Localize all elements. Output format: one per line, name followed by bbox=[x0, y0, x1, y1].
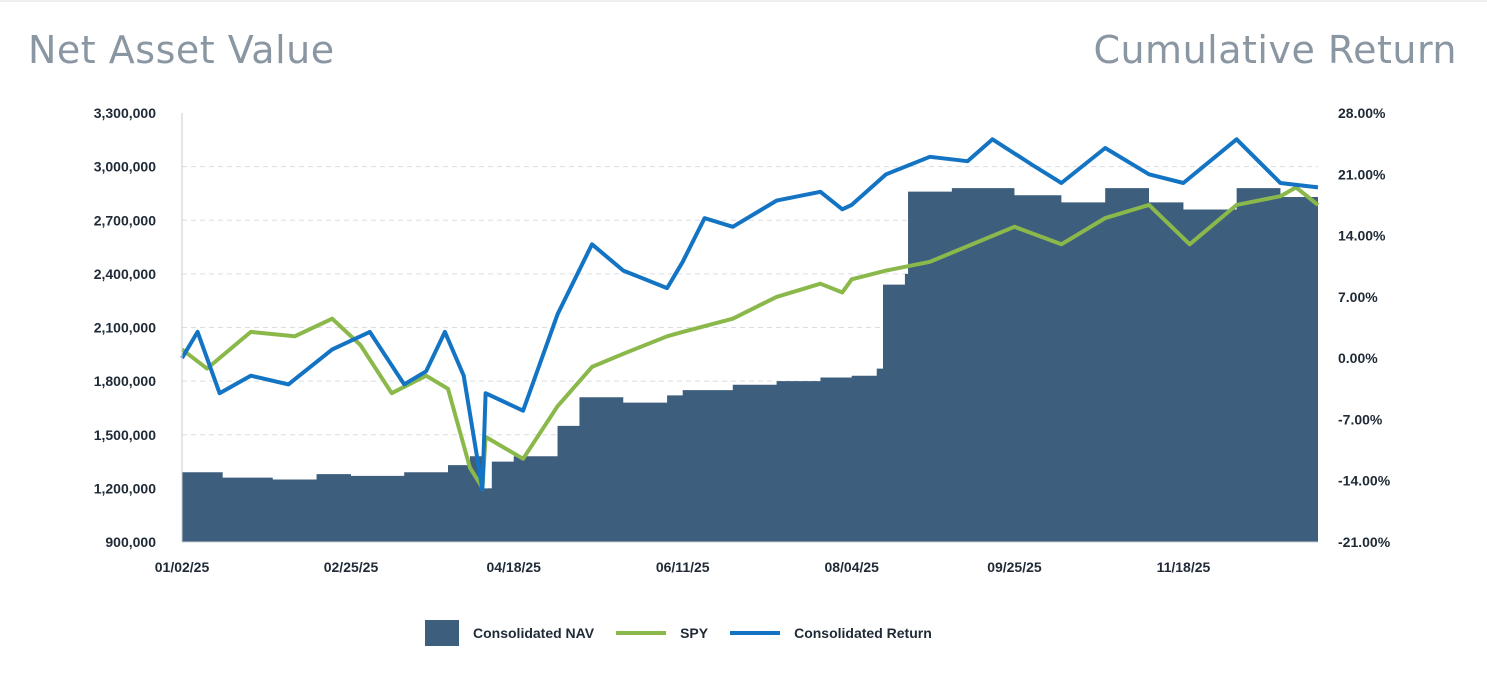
legend-swatch-return bbox=[730, 631, 781, 635]
y-left-tick-label: 3,300,000 bbox=[94, 105, 156, 121]
y-right-tick-label: 28.00% bbox=[1338, 105, 1386, 121]
series-lines bbox=[180, 137, 1320, 492]
x-tick-label: 11/18/25 bbox=[1157, 559, 1211, 575]
legend-swatch-nav bbox=[425, 620, 459, 646]
x-tick-label: 08/04/25 bbox=[824, 559, 879, 575]
y-right-tick-label: -21.00% bbox=[1338, 534, 1391, 550]
legend: Consolidated NAV SPY Consolidated Return bbox=[425, 620, 954, 646]
y-left-tick-label: 2,700,000 bbox=[94, 212, 156, 228]
legend-swatch-spy bbox=[616, 631, 667, 635]
y-left-tick-label: 3,000,000 bbox=[94, 159, 156, 175]
x-tick-label: 01/02/25 bbox=[155, 559, 210, 575]
legend-label-return: Consolidated Return bbox=[794, 625, 932, 641]
right-axis-title: Cumulative Return bbox=[1093, 28, 1457, 72]
consolidated-return-line bbox=[180, 137, 1319, 492]
y-left-tick-label: 900,000 bbox=[105, 534, 156, 550]
y-left-tick-label: 2,400,000 bbox=[94, 266, 156, 282]
y-right-tick-label: 14.00% bbox=[1338, 228, 1386, 244]
y-right-tick-label: -14.00% bbox=[1338, 473, 1391, 489]
y-left-tick-label: 1,800,000 bbox=[94, 373, 156, 389]
legend-item-return: Consolidated Return bbox=[730, 625, 932, 641]
nav-area bbox=[182, 188, 1318, 542]
y-left-tick-label: 1,200,000 bbox=[94, 480, 156, 496]
y-right-tick-label: 0.00% bbox=[1338, 350, 1378, 366]
x-tick-label: 02/25/25 bbox=[324, 559, 379, 575]
y-right-tick-label: -7.00% bbox=[1338, 411, 1383, 427]
legend-label-nav: Consolidated NAV bbox=[473, 625, 595, 641]
nav-area-path bbox=[182, 188, 1318, 542]
axes: 3,300,000 3,000,000 2,700,000 2,400,000 2,10… bbox=[94, 105, 1391, 575]
nav-return-chart: 3,300,000 3,000,000 2,700,000 2,400,000 2,10… bbox=[94, 105, 1391, 575]
x-tick-label: 06/11/25 bbox=[656, 559, 710, 575]
legend-item-nav: Consolidated NAV bbox=[425, 620, 594, 646]
x-tick-label: 09/25/25 bbox=[987, 559, 1042, 575]
y-left-tick-label: 2,100,000 bbox=[94, 320, 156, 336]
y-right-tick-label: 7.00% bbox=[1338, 289, 1378, 305]
left-axis-title: Net Asset Value bbox=[28, 28, 335, 72]
top-divider bbox=[0, 0, 1487, 2]
legend-label-spy: SPY bbox=[680, 625, 709, 641]
spy-line bbox=[180, 185, 1320, 490]
y-left-tick-label: 1,500,000 bbox=[94, 427, 156, 443]
x-tick-label: 04/18/25 bbox=[486, 559, 541, 575]
legend-item-spy: SPY bbox=[616, 625, 708, 641]
y-right-tick-label: 21.00% bbox=[1338, 166, 1386, 182]
